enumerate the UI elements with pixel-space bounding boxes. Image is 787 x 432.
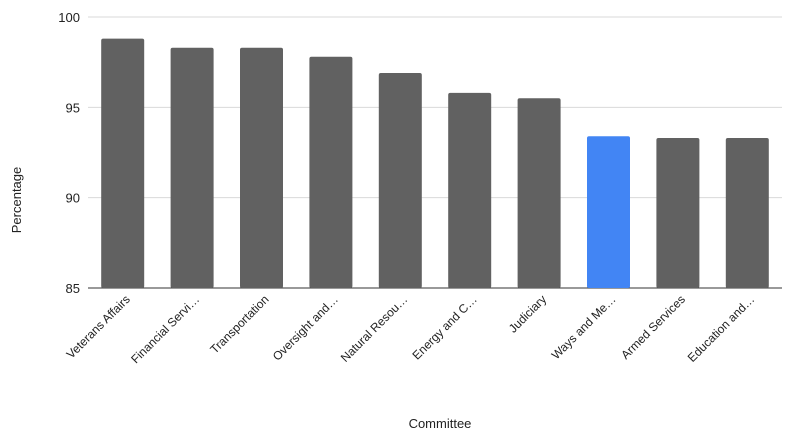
x-tick-label: Armed Services [618,292,688,362]
x-tick-label: Financial Servi… [128,292,202,366]
y-tick-label: 90 [66,191,80,206]
bar [378,73,422,288]
x-tick-label: Ways and Me… [549,292,619,362]
x-tick-label: Transportation [207,292,271,356]
bar [448,92,492,288]
x-tick-label: Natural Resou… [338,292,411,365]
bar [517,98,561,288]
y-tick-label: 100 [58,10,80,25]
y-axis-ticks: 85 90 95 100 [58,10,80,296]
x-tick-label: Judiciary [506,292,549,335]
y-tick-label: 85 [66,281,80,296]
bar [656,138,700,288]
x-tick-label: Oversight and… [270,292,341,363]
bars [101,38,769,289]
x-axis-title: Committee [409,416,472,431]
bar [240,47,283,288]
y-tick-label: 95 [66,100,80,115]
bar [587,136,630,288]
x-tick-label: Education and… [685,292,758,365]
bar [309,56,353,288]
x-tick-label: Energy and C… [410,292,480,362]
bar [725,138,769,288]
bar [170,47,214,288]
bar [101,38,145,289]
x-tick-label: Veterans Affairs [64,292,133,361]
y-axis-title: Percentage [9,167,24,234]
